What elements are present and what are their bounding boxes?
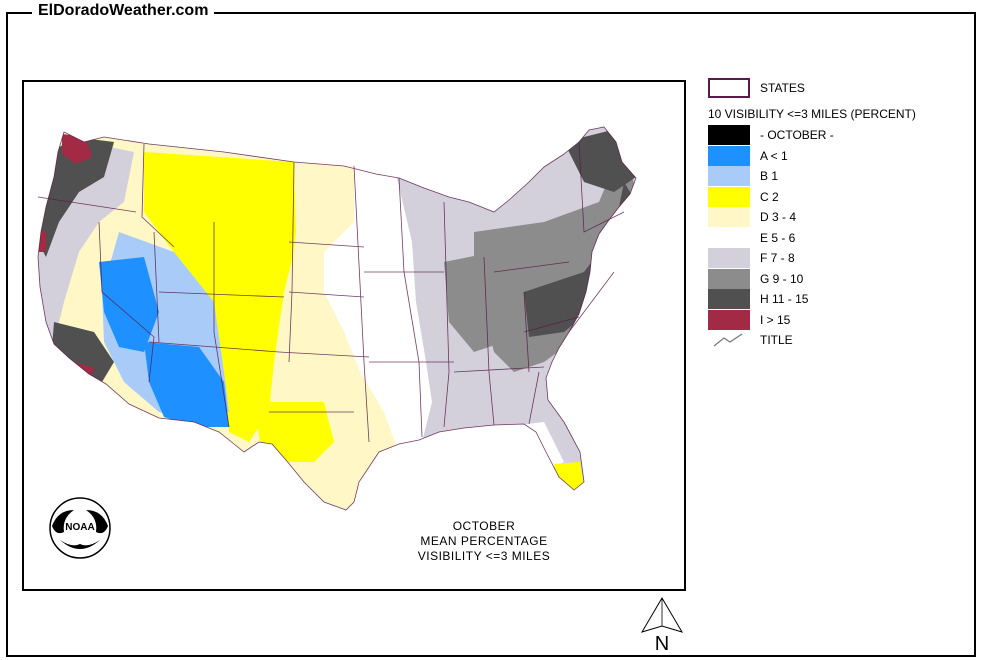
title-line-icon — [713, 333, 743, 347]
legend-class-row: B 1 — [708, 166, 778, 186]
legend-class-label: D 3 - 4 — [760, 210, 797, 224]
north-arrow: N — [636, 596, 688, 659]
legend-swatch — [708, 309, 750, 330]
noaa-logo-text: NOAA — [65, 522, 94, 533]
legend-class-row: A < 1 — [708, 145, 788, 166]
north-arrow-icon: N — [640, 597, 684, 655]
legend-class-row: G 9 - 10 — [708, 268, 803, 289]
caption-line-1: OCTOBER — [452, 519, 516, 533]
site-title[interactable]: ElDoradoWeather.com — [32, 2, 215, 20]
states-swatch — [708, 78, 750, 98]
legend-swatch — [708, 125, 750, 145]
legend-class-row: D 3 - 4 — [708, 207, 796, 227]
legend-class-row: F 7 - 8 — [708, 248, 795, 268]
legend-class-label: - OCTOBER - — [760, 128, 834, 142]
legend-swatch — [708, 268, 750, 289]
legend-class-label: I > 15 — [760, 312, 791, 327]
legend-class-row: E 5 - 6 — [708, 227, 795, 248]
map-panel: OCTOBER MEAN PERCENTAGE VISIBILITY <=3 M… — [22, 80, 686, 591]
legend-class-label: B 1 — [760, 169, 779, 183]
title-label: TITLE — [760, 333, 793, 347]
caption-line-2: MEAN PERCENTAGE — [420, 534, 548, 548]
legend-swatch — [708, 186, 750, 207]
legend-class-row: C 2 — [708, 186, 779, 207]
legend-swatch — [708, 207, 750, 227]
map-caption: OCTOBER MEAN PERCENTAGE VISIBILITY <=3 M… — [384, 519, 584, 564]
legend-swatch — [708, 166, 750, 186]
legend-swatch — [708, 289, 750, 309]
legend-class-label: C 2 — [760, 189, 779, 204]
north-label: N — [655, 633, 669, 654]
legend-class-label: A < 1 — [760, 148, 788, 163]
legend-class-row: - OCTOBER - — [708, 125, 834, 145]
states-label: STATES — [760, 81, 805, 95]
page-frame — [6, 12, 976, 657]
legend-class-row: H 11 - 15 — [708, 289, 808, 309]
legend-states: STATES — [708, 78, 805, 98]
legend-title-row: TITLE — [708, 330, 793, 350]
legend-class-label: H 11 - 15 — [760, 292, 809, 306]
caption-line-3: VISIBILITY <=3 MILES — [417, 549, 551, 563]
legend-subtitle: 10 VISIBILITY <=3 MILES (PERCENT) — [708, 107, 916, 121]
legend-class-row: I > 15 — [708, 309, 790, 330]
legend-class-label: F 7 - 8 — [760, 251, 795, 265]
legend-swatch — [708, 145, 750, 166]
legend-class-label: G 9 - 10 — [760, 271, 804, 286]
us-visibility-map — [37, 126, 637, 511]
noaa-logo-icon: NOAA — [49, 497, 111, 559]
legend-swatch — [708, 227, 750, 248]
legend-class-label: E 5 - 6 — [760, 230, 796, 245]
legend-swatch — [708, 248, 750, 268]
